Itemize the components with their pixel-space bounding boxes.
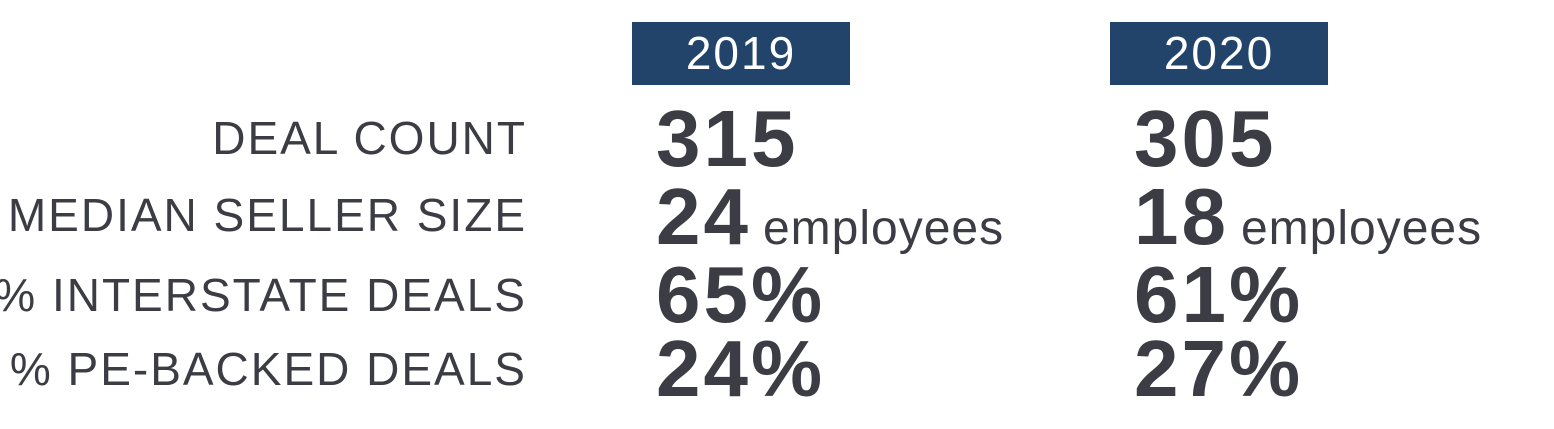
cell: 61% <box>1134 255 1303 335</box>
cell: 65% <box>656 255 825 335</box>
row-label: % INTERSTATE DEALS <box>0 269 527 321</box>
row-label: MEDIAN SELLER SIZE <box>7 189 527 241</box>
cell: 305 <box>1134 99 1276 179</box>
cell-unit: employees <box>1240 202 1483 255</box>
cell-value: 18 <box>1134 172 1229 261</box>
cell: 27% <box>1134 329 1303 409</box>
cell-value: 65% <box>656 250 826 339</box>
cell: 24 employees <box>656 177 1004 257</box>
cell: 24% <box>656 329 825 409</box>
cell-value: 24% <box>656 324 826 413</box>
cell: 315 <box>656 99 798 179</box>
cell: 18 employees <box>1134 177 1482 257</box>
cell-value: 305 <box>1134 94 1277 183</box>
row-label: DEAL COUNT <box>212 112 527 164</box>
column-header: 2019 <box>632 22 850 85</box>
cell-value: 24 <box>656 172 751 261</box>
column-header: 2020 <box>1110 22 1328 85</box>
cell-value: 315 <box>656 94 799 183</box>
cell-unit: employees <box>762 202 1005 255</box>
row-label: % PE-BACKED DEALS <box>9 343 527 395</box>
cell-value: 61% <box>1134 250 1304 339</box>
cell-value: 27% <box>1134 324 1304 413</box>
